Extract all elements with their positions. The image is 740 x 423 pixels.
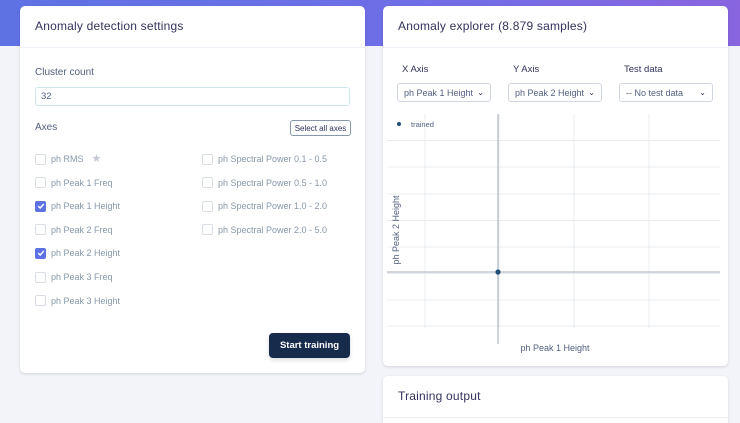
x-axis-label: X Axis bbox=[402, 64, 429, 75]
start-training-button[interactable]: Start training bbox=[269, 333, 350, 358]
checkmark-icon bbox=[37, 203, 44, 210]
axis-option[interactable]: ph Peak 1 Freq bbox=[35, 176, 113, 190]
axis-option[interactable]: ph Peak 2 Freq bbox=[35, 223, 113, 237]
y-axis-title: ph Peak 2 Height bbox=[391, 195, 401, 265]
legend-label-trained: trained bbox=[411, 120, 434, 129]
plot-grid bbox=[387, 114, 720, 328]
axis-option-label: ph Spectral Power 0.1 - 0.5 bbox=[218, 154, 328, 164]
axis-option-label: ph Spectral Power 1.0 - 2.0 bbox=[218, 201, 328, 212]
plot-axes bbox=[387, 114, 720, 344]
axis-checkbox[interactable] bbox=[35, 295, 46, 307]
axis-option[interactable]: ph Spectral Power 0.5 - 1.0 bbox=[202, 176, 327, 190]
explorer-card: Anomaly explorer (8.879 samples) X Axis … bbox=[383, 6, 728, 366]
chevron-down-icon: ⌄ bbox=[699, 88, 706, 97]
axis-option[interactable]: ph Peak 3 Freq bbox=[35, 270, 113, 284]
axis-option[interactable]: ph RMS ★ bbox=[35, 152, 101, 166]
test-data-label: Test data bbox=[624, 64, 663, 75]
test-data-select-value: -- No test data bbox=[626, 87, 684, 98]
y-axis-label: Y Axis bbox=[513, 64, 540, 75]
y-axis-select[interactable]: ph Peak 2 Height ⌄ bbox=[508, 83, 602, 102]
explorer-title: Anomaly explorer (8.879 samples) bbox=[383, 6, 728, 48]
settings-title: Anomaly detection settings bbox=[20, 6, 365, 48]
axis-option-label: ph Peak 1 Freq bbox=[51, 177, 113, 188]
axis-option[interactable]: ph Peak 1 Height bbox=[35, 199, 120, 213]
axis-option-label: ph Spectral Power 0.5 - 1.0 bbox=[218, 177, 328, 188]
axis-option-label: ph Peak 3 Height bbox=[51, 295, 121, 306]
training-output-title: Training output bbox=[383, 376, 728, 418]
chevron-down-icon: ⌄ bbox=[588, 88, 595, 97]
axis-checkbox[interactable] bbox=[202, 153, 213, 165]
axis-option[interactable]: ph Spectral Power 0.1 - 0.5 bbox=[202, 152, 327, 166]
axis-option[interactable]: ph Peak 2 Height bbox=[35, 246, 120, 260]
axes-label: Axes bbox=[35, 122, 58, 133]
test-data-select[interactable]: -- No test data ⌄ bbox=[619, 83, 713, 102]
anomaly-scatter-plot[interactable]: trained ph Peak 1 Height ph Peak 2 Heigh… bbox=[387, 114, 724, 362]
axis-checkbox[interactable] bbox=[202, 200, 213, 212]
cluster-count-label: Cluster count bbox=[35, 67, 94, 78]
data-point[interactable] bbox=[495, 269, 501, 275]
axis-checkbox[interactable] bbox=[202, 224, 213, 236]
axis-option-label: ph Peak 2 Height bbox=[51, 248, 121, 259]
axis-option-label: ph Peak 1 Height bbox=[51, 201, 121, 212]
axis-option[interactable]: ph Peak 3 Height bbox=[35, 294, 120, 308]
star-icon[interactable]: ★ bbox=[91, 152, 102, 165]
legend-marker bbox=[397, 122, 401, 126]
training-output-card: Training output bbox=[383, 376, 728, 423]
cluster-count-input[interactable] bbox=[35, 87, 350, 106]
axis-option-label: ph RMS bbox=[51, 154, 84, 164]
axis-checkbox[interactable] bbox=[35, 200, 46, 212]
x-axis-title: ph Peak 1 Height bbox=[520, 343, 590, 353]
chevron-down-icon: ⌄ bbox=[477, 88, 484, 97]
select-all-axes-button[interactable]: Select all axes bbox=[290, 120, 351, 136]
plot-legend: trained bbox=[397, 120, 434, 129]
checkmark-icon bbox=[37, 250, 44, 257]
axis-option-label: ph Spectral Power 2.0 - 5.0 bbox=[218, 224, 328, 235]
x-axis-select-value: ph Peak 1 Height bbox=[404, 87, 474, 98]
axis-option[interactable]: ph Spectral Power 2.0 - 5.0 bbox=[202, 223, 327, 237]
axis-option[interactable]: ph Spectral Power 1.0 - 2.0 bbox=[202, 199, 327, 213]
x-axis-select[interactable]: ph Peak 1 Height ⌄ bbox=[397, 83, 491, 102]
axis-checkbox[interactable] bbox=[35, 177, 46, 189]
settings-card: Anomaly detection settings Cluster count… bbox=[20, 6, 365, 373]
axis-checkbox[interactable] bbox=[35, 153, 46, 165]
axis-option-label: ph Peak 2 Freq bbox=[51, 224, 113, 235]
axis-checkbox[interactable] bbox=[35, 224, 46, 236]
axis-checkbox[interactable] bbox=[35, 271, 46, 283]
axis-option-label: ph Peak 3 Freq bbox=[51, 272, 113, 282]
plot-points bbox=[495, 269, 501, 275]
y-axis-select-value: ph Peak 2 Height bbox=[515, 87, 585, 98]
axis-checkbox[interactable] bbox=[202, 177, 213, 189]
axis-checkbox[interactable] bbox=[35, 247, 46, 259]
